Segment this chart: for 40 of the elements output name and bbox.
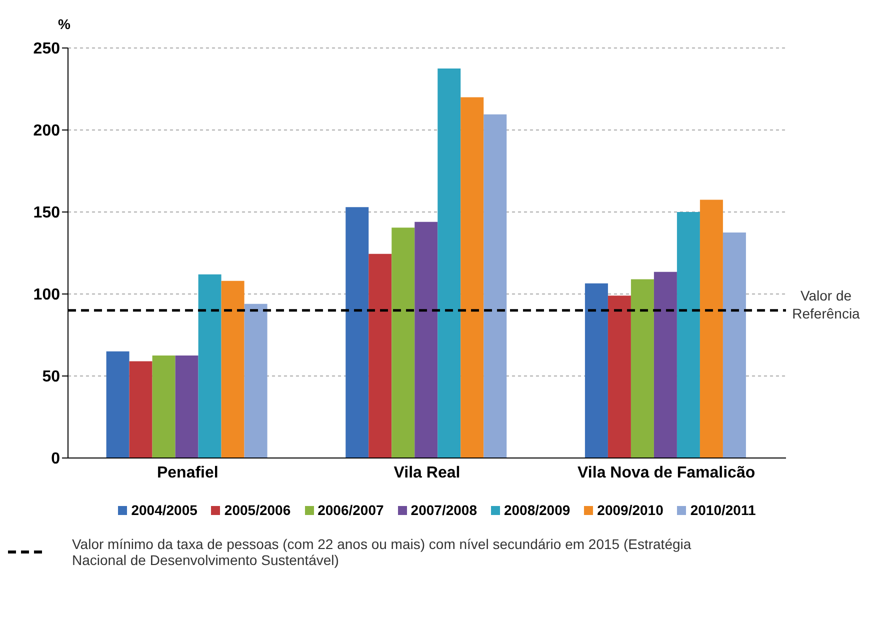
text: Valor mínimo da taxa de pessoas (com 22 anos ou mais) com nível secundário em 2015 (Estratégia Nacional de Desenvolvimento Sustentável)	[72, 536, 692, 568]
x-tick-label: Vila Nova de Famalicão	[578, 464, 756, 482]
y-tick-label: 0	[51, 450, 60, 468]
bar	[244, 304, 268, 458]
x-tick-label: Vila Real	[394, 464, 460, 482]
bar	[346, 207, 369, 458]
ref-line-label: Valor de Referência	[792, 287, 860, 322]
legend-label: 2004/2005	[130, 502, 198, 518]
legend-label: 2007/2008	[410, 502, 477, 518]
y-tick-label: 50	[42, 368, 60, 386]
legend-label: 2005/2006	[223, 502, 291, 518]
bar	[584, 283, 608, 458]
bar	[175, 356, 198, 458]
legend-label: 2008/2009	[502, 502, 570, 518]
bar	[630, 279, 654, 458]
bar	[654, 272, 677, 458]
legend-label: 2010/2011	[689, 502, 756, 518]
bar	[152, 356, 176, 458]
bar	[460, 97, 484, 458]
y-tick-label: 200	[33, 122, 60, 140]
bar	[368, 254, 392, 458]
x-tick-label: Penafiel	[156, 464, 218, 482]
bar	[608, 296, 631, 458]
bar	[392, 228, 415, 458]
legend-label: 2006/2007	[316, 502, 384, 518]
bar	[722, 232, 746, 458]
bar	[129, 361, 152, 458]
y-tick-label: 100	[33, 286, 60, 304]
bar	[198, 274, 222, 458]
bar	[438, 68, 461, 458]
y-tick-label: 250	[33, 40, 60, 58]
y-axis-title: %	[58, 16, 70, 32]
bar	[106, 351, 130, 458]
y-tick-label: 150	[33, 204, 60, 222]
legend-label: 2009/2010	[596, 502, 664, 518]
bar	[221, 280, 244, 458]
bar	[414, 222, 438, 458]
bar	[676, 212, 700, 458]
bar	[484, 114, 507, 458]
bar	[700, 200, 723, 458]
